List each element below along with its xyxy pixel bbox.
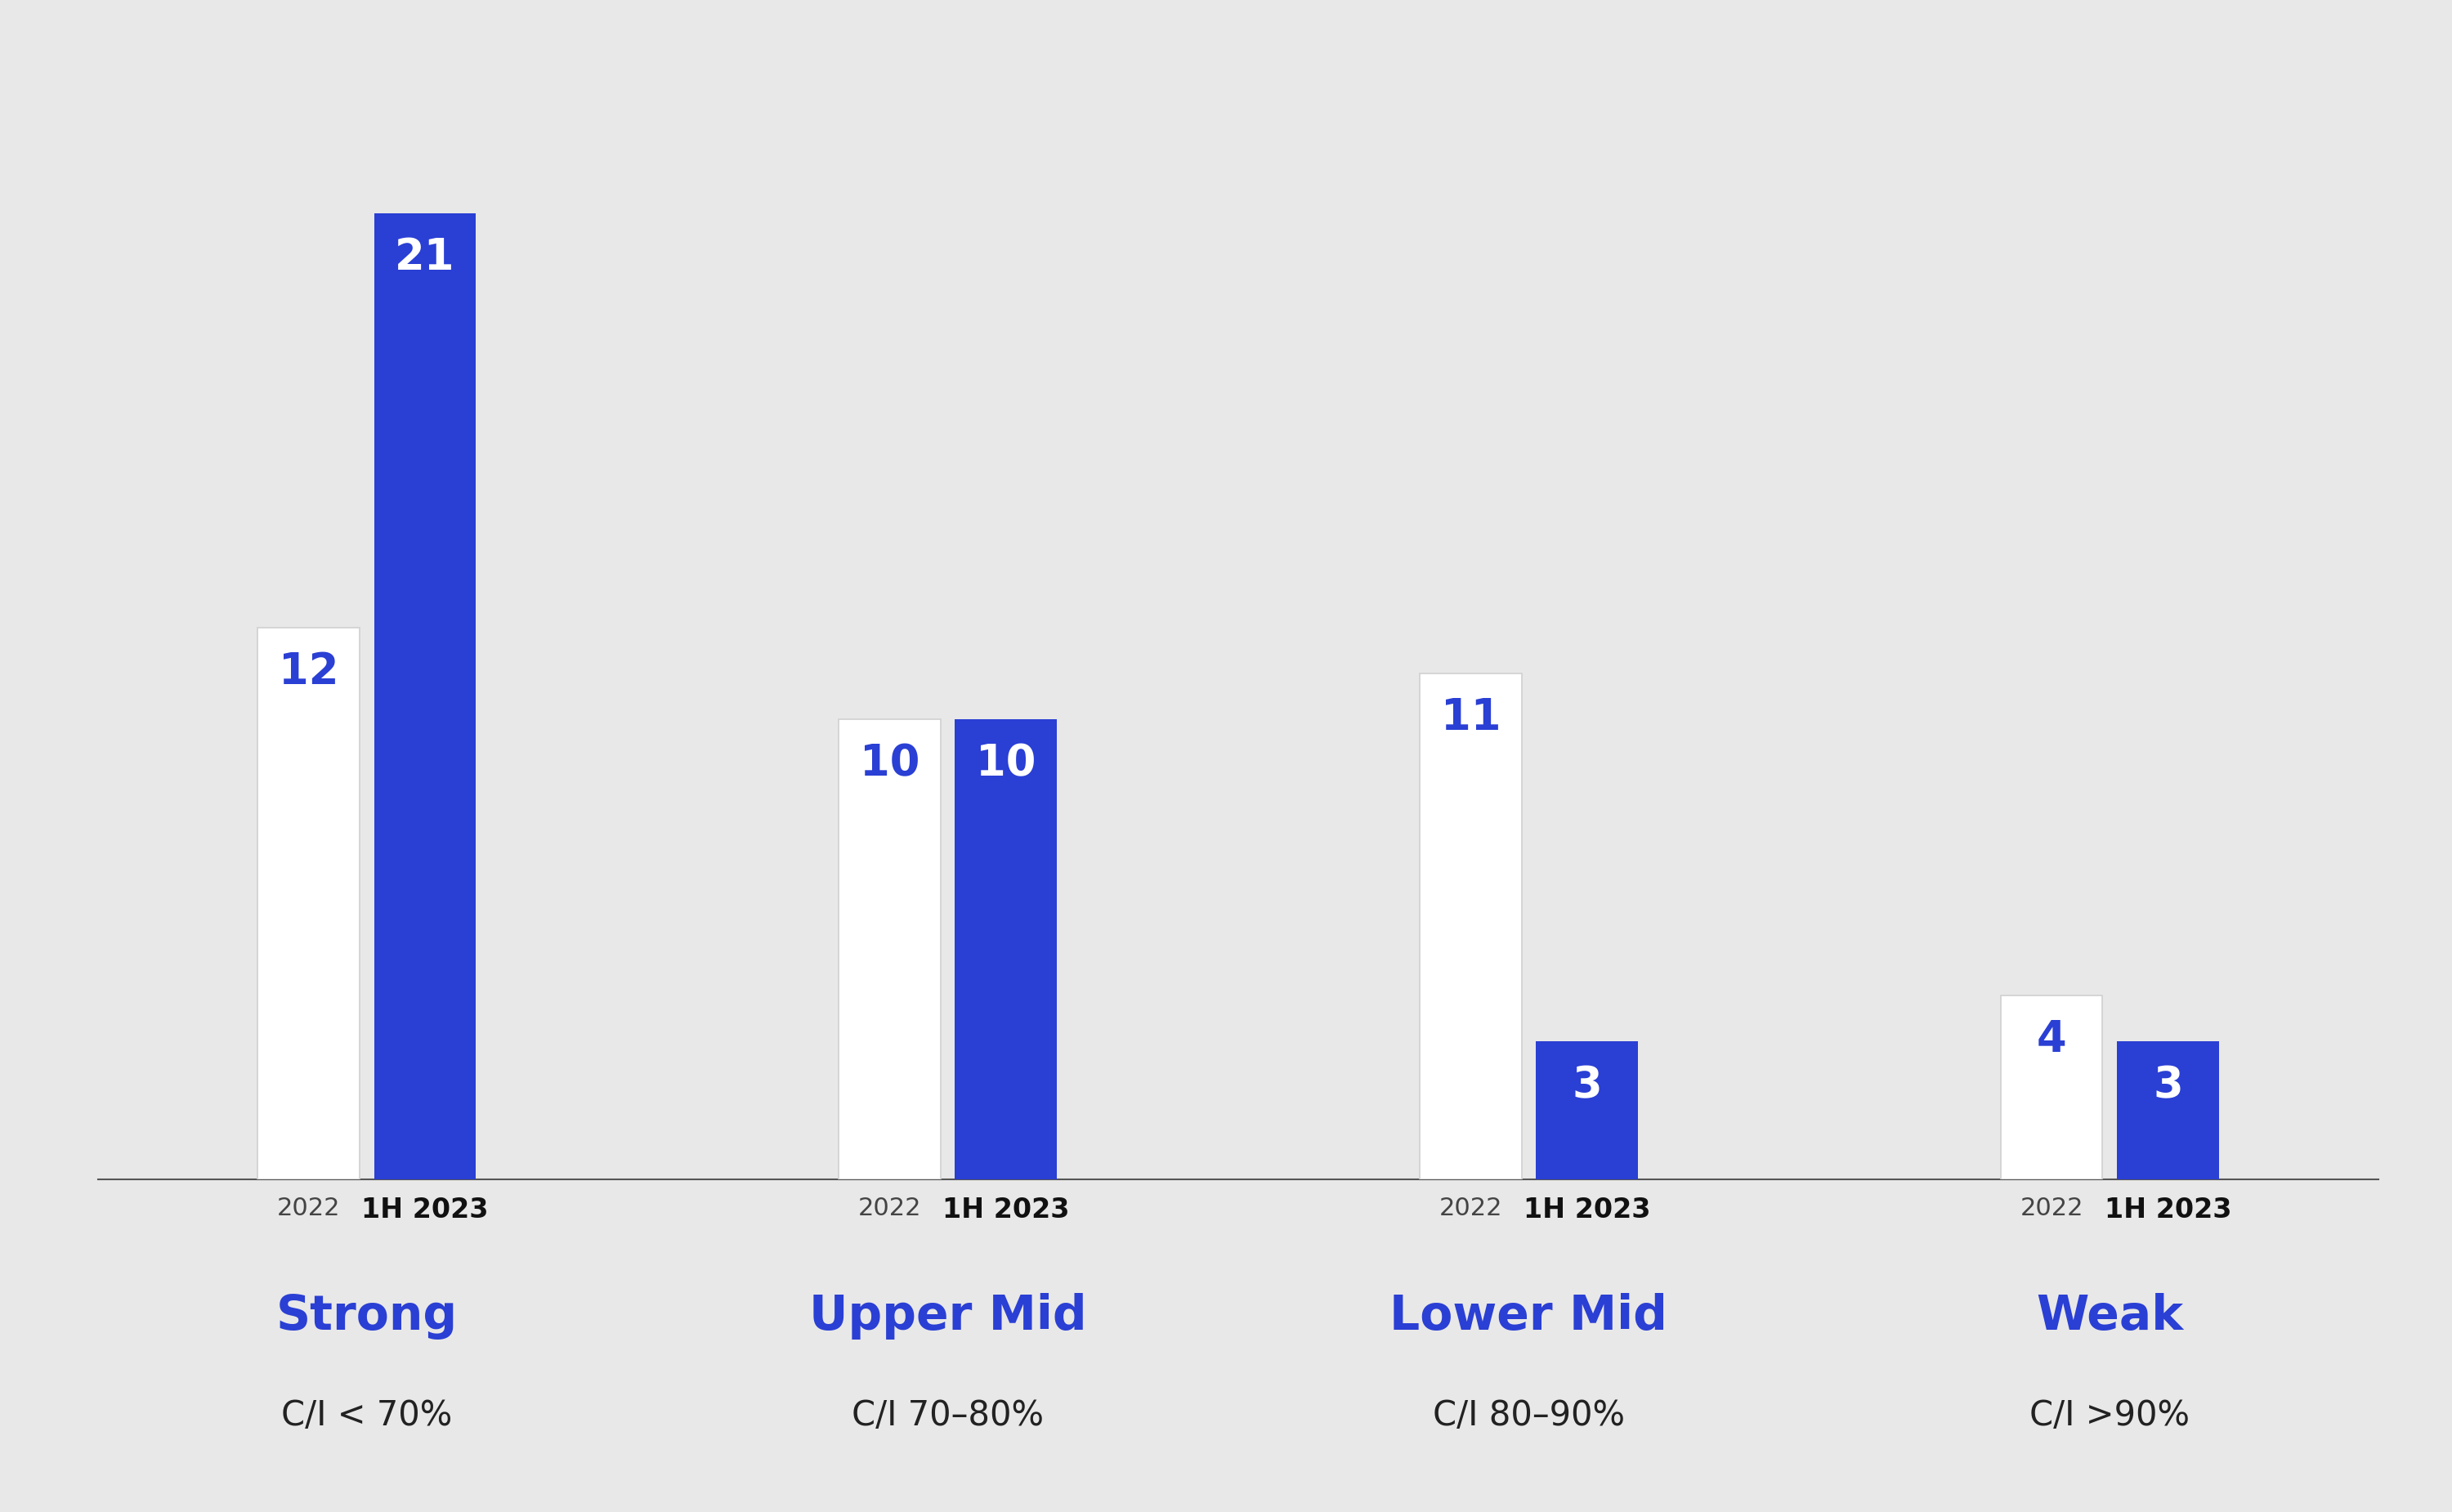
Text: 10: 10 [976,742,1035,785]
Text: Lower Mid: Lower Mid [1390,1293,1667,1340]
Bar [839,720,942,1179]
Text: Weak: Weak [2035,1293,2182,1340]
Text: C/I 80–90%: C/I 80–90% [1432,1399,1626,1433]
Text: C/I < 70%: C/I < 70% [282,1399,451,1433]
Text: 4: 4 [2038,1019,2067,1061]
Bar [1535,1042,1638,1179]
Bar [954,720,1057,1179]
Text: 12: 12 [280,650,338,692]
Text: Strong: Strong [277,1293,459,1340]
Bar [2001,995,2101,1179]
Text: 10: 10 [861,742,920,785]
Text: 3: 3 [1572,1064,1601,1107]
Bar [2116,1042,2219,1179]
Text: 3: 3 [2153,1064,2182,1107]
Bar [375,213,476,1179]
Bar [1420,673,1523,1179]
Bar [257,627,360,1179]
Text: C/I 70–80%: C/I 70–80% [851,1399,1045,1433]
Text: 11: 11 [1442,697,1501,739]
Text: 21: 21 [395,236,456,280]
Text: Upper Mid: Upper Mid [809,1293,1086,1340]
Text: C/I >90%: C/I >90% [2030,1399,2190,1433]
